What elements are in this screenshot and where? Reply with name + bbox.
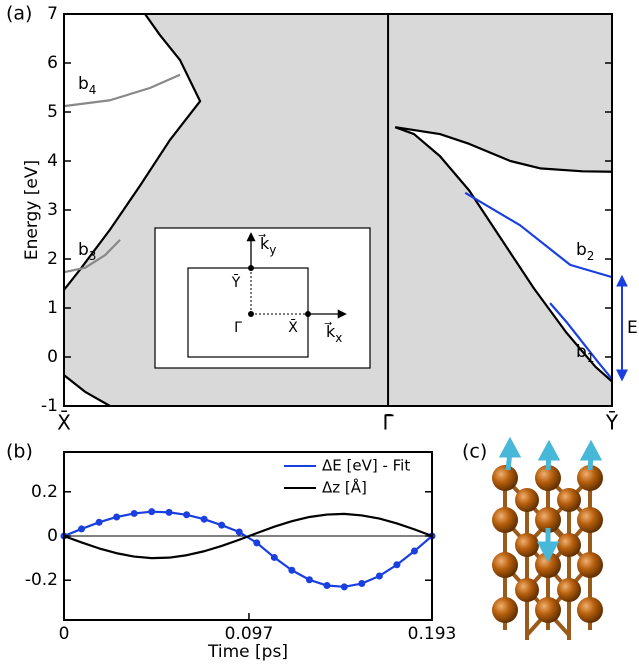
series-line <box>63 73 181 108</box>
band-label: b2 <box>576 240 594 263</box>
ky-label-sub: y <box>269 243 276 257</box>
panel-label: (b) <box>6 441 33 463</box>
data-point <box>340 583 348 591</box>
kx-label-base: k⃗ <box>324 321 336 341</box>
ky-label-base: k⃗ <box>258 233 270 253</box>
data-point <box>410 547 418 555</box>
y-tick-label: 0.2 <box>31 482 58 502</box>
y-tick-label: 3 <box>47 200 58 220</box>
band-gap-region <box>395 127 612 382</box>
band-label-sub: 1 <box>587 351 595 365</box>
series-line <box>63 374 111 407</box>
plot-1 <box>60 451 436 621</box>
legend-label: Δz [Å] <box>322 478 367 497</box>
band-label-sub: 3 <box>89 249 97 263</box>
band-label-base: b <box>78 240 89 260</box>
band-label-base: b <box>78 74 89 94</box>
data-point <box>393 561 401 569</box>
data-point <box>375 572 383 580</box>
y-tick-label: -0.2 <box>25 570 58 590</box>
legend-label: ΔE [eV] - Fit <box>322 457 410 475</box>
x-tick-label: X̄ <box>57 410 71 435</box>
x-tick-label: 0 <box>59 624 70 644</box>
crystal-illustration <box>492 436 603 640</box>
bz-point <box>248 311 254 317</box>
data-point <box>130 509 138 517</box>
bz-point <box>305 311 311 317</box>
y-tick-label: 5 <box>47 102 58 122</box>
data-point <box>323 582 331 590</box>
band-label-base: b <box>576 240 587 260</box>
kx-label: k⃗x <box>324 321 342 345</box>
data-point <box>78 525 86 533</box>
data-point <box>305 576 313 584</box>
data-point <box>358 580 366 588</box>
brillouin-zone-inset <box>154 227 371 369</box>
data-point <box>235 528 243 536</box>
y-tick-label: 0 <box>47 526 58 546</box>
band-gap-region <box>64 14 201 290</box>
x-axis-label: Time [ps] <box>207 642 288 662</box>
data-point <box>253 539 261 547</box>
panel-label: (a) <box>6 3 32 25</box>
band-gap-region <box>64 375 111 406</box>
x-tick-label: 0.097 <box>225 624 274 644</box>
data-point <box>148 508 156 516</box>
data-point <box>165 508 173 516</box>
series-line <box>395 126 613 173</box>
series-line <box>63 512 433 560</box>
panel-label: (c) <box>462 441 487 463</box>
band-label-sub: 2 <box>587 249 595 263</box>
series-line <box>394 126 613 383</box>
band-label-base: b <box>576 342 587 362</box>
x-point-label: X̄ <box>288 318 298 336</box>
band-label: b4 <box>78 74 96 97</box>
data-point <box>95 518 103 526</box>
x-tick-label: 0.193 <box>408 624 457 644</box>
x-tick-label: Γ̄ <box>382 411 394 435</box>
inset-frame <box>154 227 371 369</box>
series-line <box>63 13 202 291</box>
y-tick-label: -1 <box>41 396 58 416</box>
y-tick-label: 2 <box>47 249 58 269</box>
y-tick-label: 0 <box>47 347 58 367</box>
data-point <box>270 553 278 561</box>
band-label: b1 <box>576 342 594 365</box>
band-label: b3 <box>78 240 96 262</box>
band-label-sub: 4 <box>89 83 97 97</box>
series-line <box>549 302 613 380</box>
y-tick-label: 1 <box>47 298 58 318</box>
kx-label-sub: x <box>335 331 342 345</box>
bz-point <box>248 265 254 271</box>
series-line <box>63 239 121 274</box>
y-axis-label: Energy [eV] <box>22 160 42 260</box>
series-line <box>464 191 613 279</box>
ky-label: k⃗y <box>258 233 276 257</box>
x-tick-label: Ȳ <box>605 411 619 435</box>
y-point-label: Ȳ <box>231 274 241 291</box>
gamma-point-label: Γ̄ <box>234 320 242 336</box>
data-point <box>288 566 296 574</box>
y-tick-label: 4 <box>47 151 58 171</box>
data-point <box>218 521 226 529</box>
data-point <box>113 513 121 521</box>
data-point <box>183 511 191 519</box>
gap-label: E <box>627 318 638 338</box>
y-tick-label: 7 <box>47 4 58 24</box>
data-point <box>200 515 208 523</box>
y-tick-label: 6 <box>47 53 58 73</box>
